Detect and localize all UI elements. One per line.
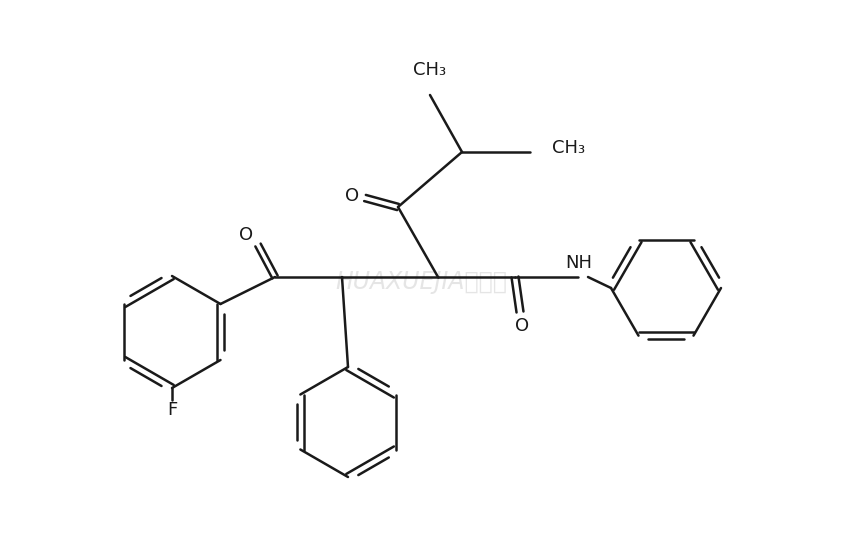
- Text: F: F: [167, 401, 177, 419]
- Text: NH: NH: [566, 254, 593, 272]
- Text: CH₃: CH₃: [552, 139, 585, 157]
- Text: O: O: [345, 187, 359, 205]
- Text: CH₃: CH₃: [413, 61, 446, 79]
- Text: O: O: [515, 317, 529, 335]
- Text: O: O: [239, 226, 253, 244]
- Text: HUAXUEJIA化学加: HUAXUEJIA化学加: [335, 270, 507, 294]
